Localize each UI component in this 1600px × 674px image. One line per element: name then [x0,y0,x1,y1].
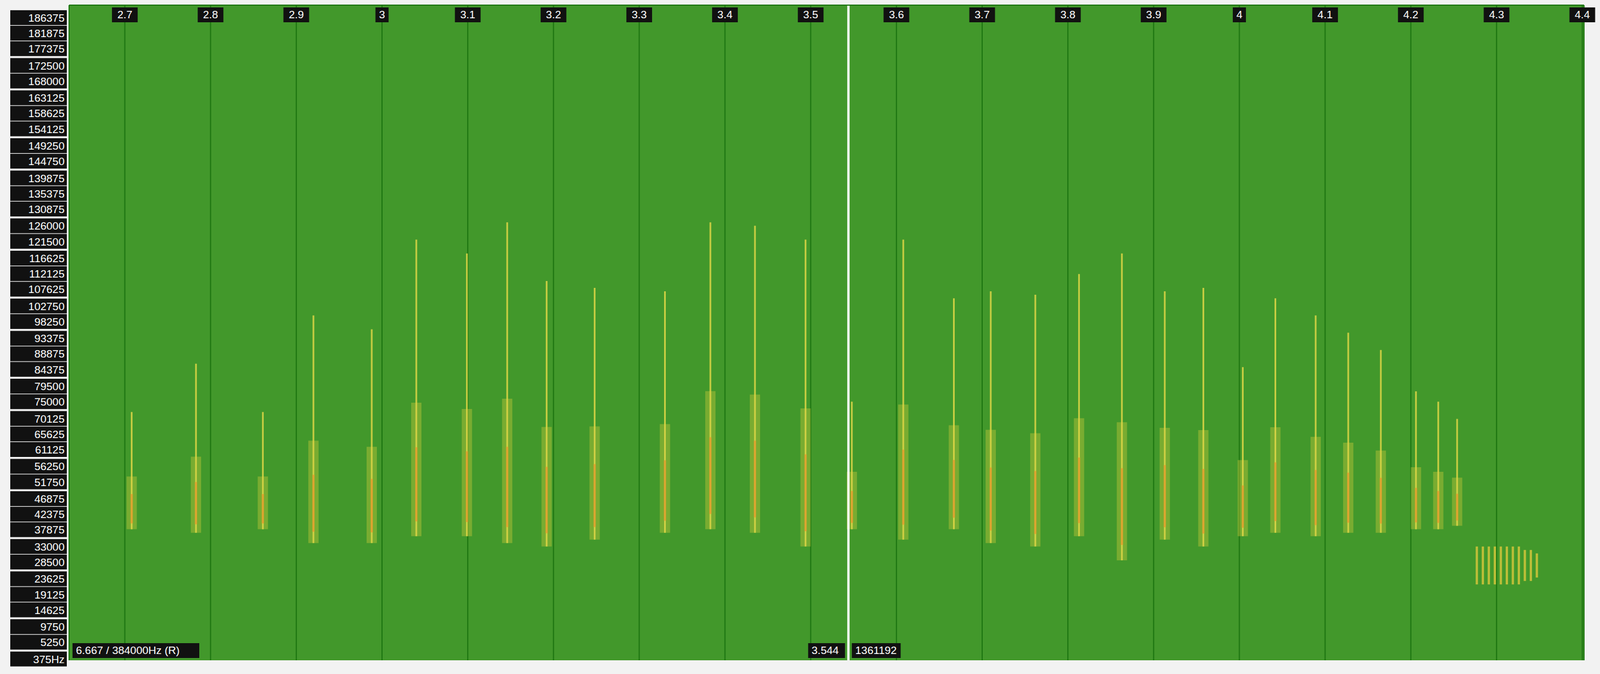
svg-text:5250: 5250 [40,636,65,649]
svg-text:9750: 9750 [40,620,65,633]
svg-text:79500: 79500 [34,380,65,393]
svg-text:23625: 23625 [34,572,65,585]
svg-text:107625: 107625 [28,283,65,296]
svg-text:84375: 84375 [34,363,65,376]
svg-text:33000: 33000 [34,540,65,553]
svg-text:14625: 14625 [34,604,65,617]
svg-text:2.7: 2.7 [117,8,132,21]
svg-text:61125: 61125 [35,443,65,456]
svg-text:149250: 149250 [28,139,65,152]
svg-text:102750: 102750 [28,300,65,313]
svg-text:3.9: 3.9 [1146,8,1161,21]
svg-text:121500: 121500 [28,235,65,248]
svg-text:3.1: 3.1 [460,8,476,21]
svg-text:154125: 154125 [28,123,65,136]
svg-text:168000: 168000 [28,75,65,88]
svg-text:130875: 130875 [28,203,65,216]
svg-text:116625: 116625 [29,252,65,265]
svg-text:4.3: 4.3 [1489,8,1505,21]
svg-text:2.9: 2.9 [288,8,304,21]
svg-text:3.6: 3.6 [889,8,904,21]
svg-text:65625: 65625 [34,428,65,441]
svg-text:4: 4 [1236,8,1243,21]
svg-text:112125: 112125 [29,267,65,280]
svg-text:181875: 181875 [28,27,65,40]
svg-text:4.2: 4.2 [1403,8,1419,21]
svg-text:3.5: 3.5 [803,8,819,21]
svg-text:375Hz: 375Hz [33,653,65,666]
svg-text:172500: 172500 [28,59,65,72]
svg-text:88875: 88875 [34,347,65,360]
svg-text:19125: 19125 [34,588,65,601]
svg-text:98250: 98250 [34,315,65,328]
svg-text:3.544: 3.544 [811,644,839,657]
svg-text:139875: 139875 [28,172,65,185]
svg-text:3.8: 3.8 [1060,8,1076,21]
svg-text:3.7: 3.7 [974,8,990,21]
svg-text:3: 3 [379,8,386,21]
svg-text:4.1: 4.1 [1317,8,1333,21]
svg-text:4.4: 4.4 [1574,8,1591,21]
svg-text:51750: 51750 [34,476,65,489]
svg-text:126000: 126000 [28,219,65,232]
svg-text:177375: 177375 [28,42,65,55]
svg-text:2.8: 2.8 [203,8,219,21]
svg-text:158625: 158625 [28,107,65,120]
svg-text:6.667 / 384000Hz (R): 6.667 / 384000Hz (R) [75,644,180,657]
svg-text:46875: 46875 [34,492,65,505]
svg-text:186375: 186375 [28,11,65,24]
svg-text:56250: 56250 [34,460,65,473]
svg-text:3.3: 3.3 [631,8,647,21]
svg-text:1361192: 1361192 [855,644,898,657]
svg-text:135375: 135375 [28,187,65,200]
svg-text:37875: 37875 [34,523,65,536]
svg-text:3.4: 3.4 [717,8,733,21]
svg-text:42375: 42375 [34,508,65,521]
svg-text:144750: 144750 [28,155,65,168]
svg-text:75000: 75000 [34,395,65,408]
svg-text:93375: 93375 [34,332,65,345]
svg-text:3.2: 3.2 [545,8,561,21]
svg-text:163125: 163125 [28,91,65,104]
svg-text:28500: 28500 [34,556,65,569]
svg-text:70125: 70125 [34,412,65,425]
